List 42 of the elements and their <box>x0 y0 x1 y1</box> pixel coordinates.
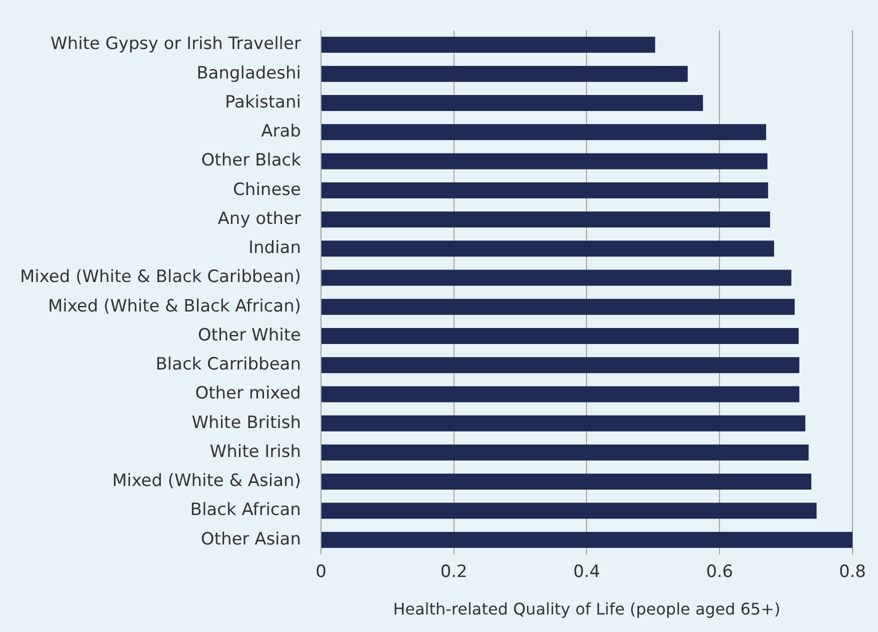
x-tick-label: 0.4 <box>573 562 600 582</box>
y-tick-label: Other mixed <box>195 384 301 404</box>
y-tick-label: Mixed (White & Asian) <box>112 471 301 492</box>
bar <box>321 415 806 432</box>
bar <box>321 357 800 374</box>
y-tick-label: Chinese <box>233 180 301 200</box>
bar <box>321 124 766 140</box>
bar <box>321 502 817 519</box>
bar <box>321 211 770 228</box>
y-tick-label: White Irish <box>210 442 301 462</box>
y-tick-label: Arab <box>261 122 301 142</box>
bar <box>321 66 688 82</box>
y-tick-label: Pakistani <box>225 92 301 112</box>
bar <box>321 532 852 548</box>
y-tick-label: Any other <box>218 208 301 229</box>
y-tick-label: Black Carribbean <box>156 354 301 375</box>
bar <box>321 182 768 198</box>
y-tick-label: Black African <box>190 500 301 520</box>
y-tick-label: White Gypsy or Irish Traveller <box>50 34 301 54</box>
y-tick-label: White British <box>192 412 301 433</box>
bar <box>321 328 799 344</box>
y-tick-label: Other Black <box>201 150 302 171</box>
x-axis-title: Health-related Quality of Life (people aged 65+) <box>393 600 780 619</box>
x-tick-label: 0.6 <box>706 562 734 582</box>
bar <box>321 36 656 53</box>
bar <box>321 298 795 315</box>
bar <box>321 474 812 490</box>
y-tick-label: Mixed (White & Black Caribbean) <box>20 267 301 288</box>
bar <box>321 386 800 402</box>
y-tick-label: Mixed (White & Black African) <box>48 296 301 316</box>
bar <box>321 240 774 257</box>
y-tick-label: Indian <box>248 238 301 258</box>
x-tick-label: 0.2 <box>440 562 468 582</box>
y-tick-label: Other Asian <box>200 529 301 550</box>
bar <box>321 444 809 460</box>
y-tick-label: Other White <box>198 325 301 346</box>
y-tick-label: Bangladeshi <box>196 63 301 84</box>
bar <box>321 270 792 286</box>
x-tick-label: 0 <box>316 562 326 582</box>
bar <box>321 153 768 170</box>
x-tick-label: 0.8 <box>838 562 866 582</box>
bar <box>321 94 703 112</box>
